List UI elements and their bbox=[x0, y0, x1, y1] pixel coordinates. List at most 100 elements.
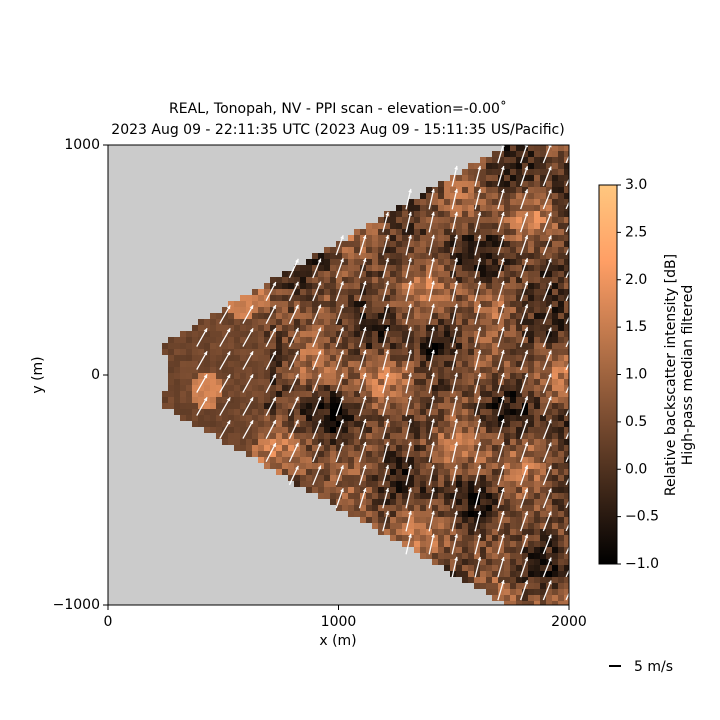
scan-cell bbox=[468, 211, 474, 217]
scan-cell bbox=[534, 157, 540, 163]
scan-cell bbox=[540, 349, 546, 355]
scan-cell bbox=[420, 217, 426, 223]
scan-cell bbox=[372, 397, 378, 403]
scan-cell bbox=[456, 433, 462, 439]
wind-arrow-head bbox=[454, 441, 458, 446]
scan-cell bbox=[480, 421, 486, 427]
wind-arrow-head bbox=[500, 465, 505, 469]
scan-cell bbox=[528, 463, 534, 469]
scan-cell bbox=[552, 523, 558, 529]
scan-cell bbox=[366, 283, 372, 289]
wind-arrow-head bbox=[572, 190, 575, 194]
scan-cell bbox=[222, 433, 228, 439]
colorbar-tick-label: 0.5 bbox=[625, 414, 647, 430]
scan-cell bbox=[300, 463, 306, 469]
scan-cell bbox=[264, 367, 270, 373]
scan-cell bbox=[318, 313, 324, 319]
scan-cell bbox=[546, 253, 552, 259]
scan-cell bbox=[516, 319, 522, 325]
scan-cell bbox=[414, 487, 420, 493]
wind-arrow-head bbox=[524, 419, 529, 424]
scan-cell bbox=[408, 313, 414, 319]
scan-cell bbox=[480, 391, 486, 397]
scan-cell bbox=[264, 391, 270, 397]
scan-cell bbox=[162, 391, 168, 397]
scan-cell bbox=[438, 271, 444, 277]
scan-cell bbox=[378, 331, 384, 337]
scan-cell bbox=[396, 265, 402, 271]
scan-cell bbox=[516, 427, 522, 433]
scan-cell bbox=[276, 469, 282, 475]
scan-cell bbox=[510, 415, 516, 421]
scan-cell bbox=[456, 499, 462, 505]
scan-cell bbox=[558, 397, 564, 403]
scan-cell bbox=[498, 205, 504, 211]
scan-cell bbox=[504, 187, 510, 193]
scan-cell bbox=[546, 205, 552, 211]
scan-cell bbox=[354, 463, 360, 469]
scan-cell bbox=[402, 445, 408, 451]
scan-cell bbox=[438, 487, 444, 493]
scan-cell bbox=[288, 421, 294, 427]
scan-cell bbox=[204, 325, 210, 331]
wind-arrow-head bbox=[572, 351, 575, 355]
scan-cell bbox=[510, 487, 516, 493]
scan-cell bbox=[462, 253, 468, 259]
scan-cell bbox=[390, 457, 396, 463]
scan-cell bbox=[480, 241, 486, 247]
scan-cell bbox=[564, 427, 569, 433]
scan-cell bbox=[468, 193, 474, 199]
wind-arrow-head bbox=[272, 305, 276, 310]
scan-cell bbox=[528, 199, 534, 205]
wind-arrows bbox=[196, 145, 575, 601]
wind-arrow-head bbox=[500, 396, 505, 400]
scan-cell bbox=[480, 271, 486, 277]
scan-cell bbox=[462, 169, 468, 175]
scan-cell bbox=[366, 481, 372, 487]
scan-cell bbox=[414, 451, 420, 457]
scan-cell bbox=[270, 319, 276, 325]
scan-cell bbox=[504, 265, 510, 271]
scan-cell bbox=[504, 487, 510, 493]
scan-cell bbox=[378, 397, 384, 403]
scan-cell bbox=[486, 187, 492, 193]
scan-cell bbox=[486, 193, 492, 199]
scan-cell bbox=[552, 301, 558, 307]
scan-cell bbox=[402, 259, 408, 265]
scan-cell bbox=[480, 253, 486, 259]
scan-cell bbox=[468, 553, 474, 559]
scan-cell bbox=[510, 601, 516, 605]
wind-arrow-head bbox=[317, 258, 322, 263]
scan-cell bbox=[510, 421, 516, 427]
scan-cell bbox=[354, 427, 360, 433]
scan-cell bbox=[522, 277, 528, 283]
scan-cell bbox=[390, 451, 396, 457]
scan-cell bbox=[282, 385, 288, 391]
scan-cell bbox=[246, 439, 252, 445]
scan-cell bbox=[462, 535, 468, 541]
colorbar bbox=[598, 184, 618, 565]
scan-cell bbox=[180, 391, 186, 397]
scan-cell bbox=[420, 523, 426, 529]
scan-cell bbox=[528, 475, 534, 481]
scan-cell bbox=[522, 565, 528, 571]
scan-cell bbox=[528, 301, 534, 307]
scan-cell bbox=[504, 415, 510, 421]
scan-cell bbox=[552, 193, 558, 199]
scan-cell bbox=[366, 487, 372, 493]
scan-cell bbox=[558, 505, 564, 511]
scan-cell bbox=[402, 355, 408, 361]
scan-cell bbox=[540, 271, 546, 277]
scan-cell bbox=[564, 553, 569, 559]
scan-cell bbox=[492, 457, 498, 463]
scan-cell bbox=[300, 349, 306, 355]
scan-cell bbox=[456, 493, 462, 499]
scan-cell bbox=[186, 391, 192, 397]
scan-cell bbox=[342, 409, 348, 415]
scan-cell bbox=[390, 523, 396, 529]
scan-cell bbox=[558, 487, 564, 493]
scan-cell bbox=[498, 307, 504, 313]
scan-cell bbox=[426, 397, 432, 403]
wind-arrow-head bbox=[454, 280, 458, 285]
scan-cell bbox=[522, 181, 528, 187]
